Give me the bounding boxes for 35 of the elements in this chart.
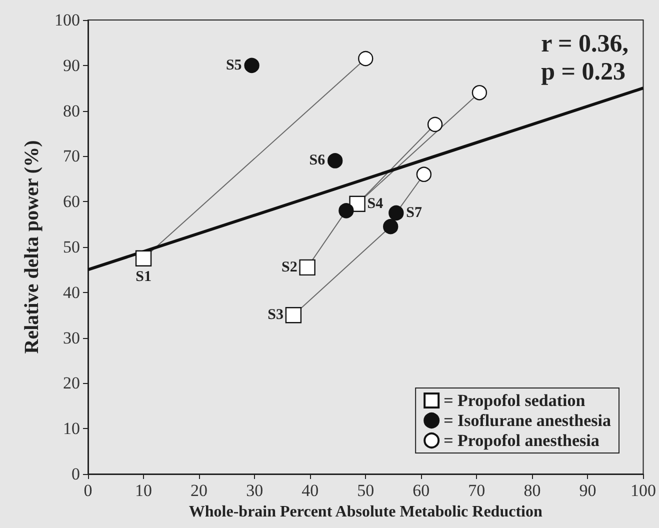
- legend-label: = Propofol anesthesia: [444, 431, 600, 450]
- legend-label: = Isoflurane anesthesia: [444, 411, 612, 430]
- x-tick-label: 100: [630, 481, 656, 500]
- x-tick-label: 0: [84, 481, 92, 500]
- y-tick-label: 10: [63, 419, 80, 438]
- y-tick-label: 50: [63, 238, 80, 256]
- annotation: r = 0.36, p = 0.23: [541, 30, 629, 86]
- x-tick-label: 80: [524, 481, 541, 500]
- annotation: S3: [268, 307, 284, 324]
- x-axis-title: Whole-brain Percent Absolute Metabolic Reduction: [188, 503, 542, 520]
- y-tick-label: 40: [63, 282, 80, 302]
- y-tick-label: 70: [63, 146, 80, 166]
- annotation: S4: [367, 196, 384, 212]
- legend-label: = Propofol sedation: [444, 391, 586, 410]
- annotation: S5: [226, 57, 242, 74]
- y-tick-label: 60: [63, 192, 80, 212]
- y-tick-label: 80: [63, 101, 80, 120]
- x-tick-label: 50: [357, 481, 374, 500]
- x-tick-label: 40: [302, 481, 319, 500]
- x-tick-label: 60: [412, 481, 430, 500]
- y-axis-title: Relative delta power (%): [21, 140, 43, 354]
- annotation: S6: [309, 152, 326, 169]
- x-tick-label: 10: [135, 481, 152, 500]
- x-tick-label: 20: [190, 481, 208, 500]
- annotation: S2: [281, 259, 298, 276]
- annotation: S1: [136, 268, 152, 285]
- y-tick-label: 20: [63, 374, 80, 393]
- y-tick-label: 90: [63, 56, 80, 75]
- y-tick-label: 100: [54, 10, 80, 30]
- y-tick-label: 0: [72, 464, 80, 484]
- annotation: S7: [406, 204, 423, 221]
- x-tick-label: 90: [579, 481, 596, 500]
- x-tick-label: 70: [468, 481, 486, 500]
- y-tick-label: 30: [63, 328, 80, 348]
- x-tick-label: 30: [246, 481, 264, 500]
